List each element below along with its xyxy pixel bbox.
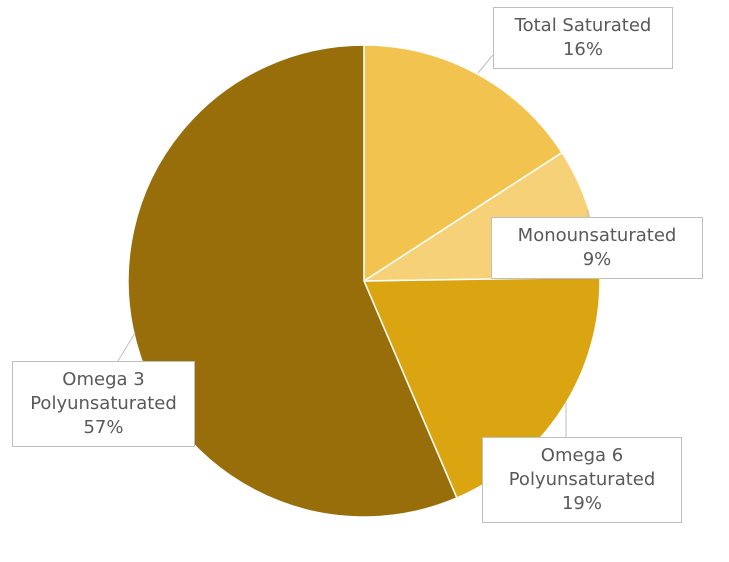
leader-lines (117, 54, 589, 437)
leader-line (477, 54, 494, 74)
data-label: Total Saturated 16% (493, 7, 673, 69)
pie-slice (127, 44, 458, 518)
value-label: 16% (562, 39, 603, 60)
category-label: Omega 6 Polyunsaturated (508, 445, 656, 490)
data-label: Omega 3 Polyunsaturated 57% (12, 361, 195, 447)
value-label: 9% (582, 249, 612, 270)
data-label: Omega 6 Polyunsaturated 19% (482, 437, 682, 523)
slices (127, 44, 601, 518)
pie-slice (363, 44, 564, 283)
category-label: Monounsaturated (517, 225, 677, 246)
data-label: Monounsaturated 9% (491, 217, 703, 279)
value-label: 57% (83, 417, 124, 438)
leader-line (117, 332, 136, 362)
category-label: Omega 3 Polyunsaturated (30, 369, 177, 414)
value-label: 19% (561, 493, 602, 514)
category-label: Total Saturated (514, 15, 652, 36)
